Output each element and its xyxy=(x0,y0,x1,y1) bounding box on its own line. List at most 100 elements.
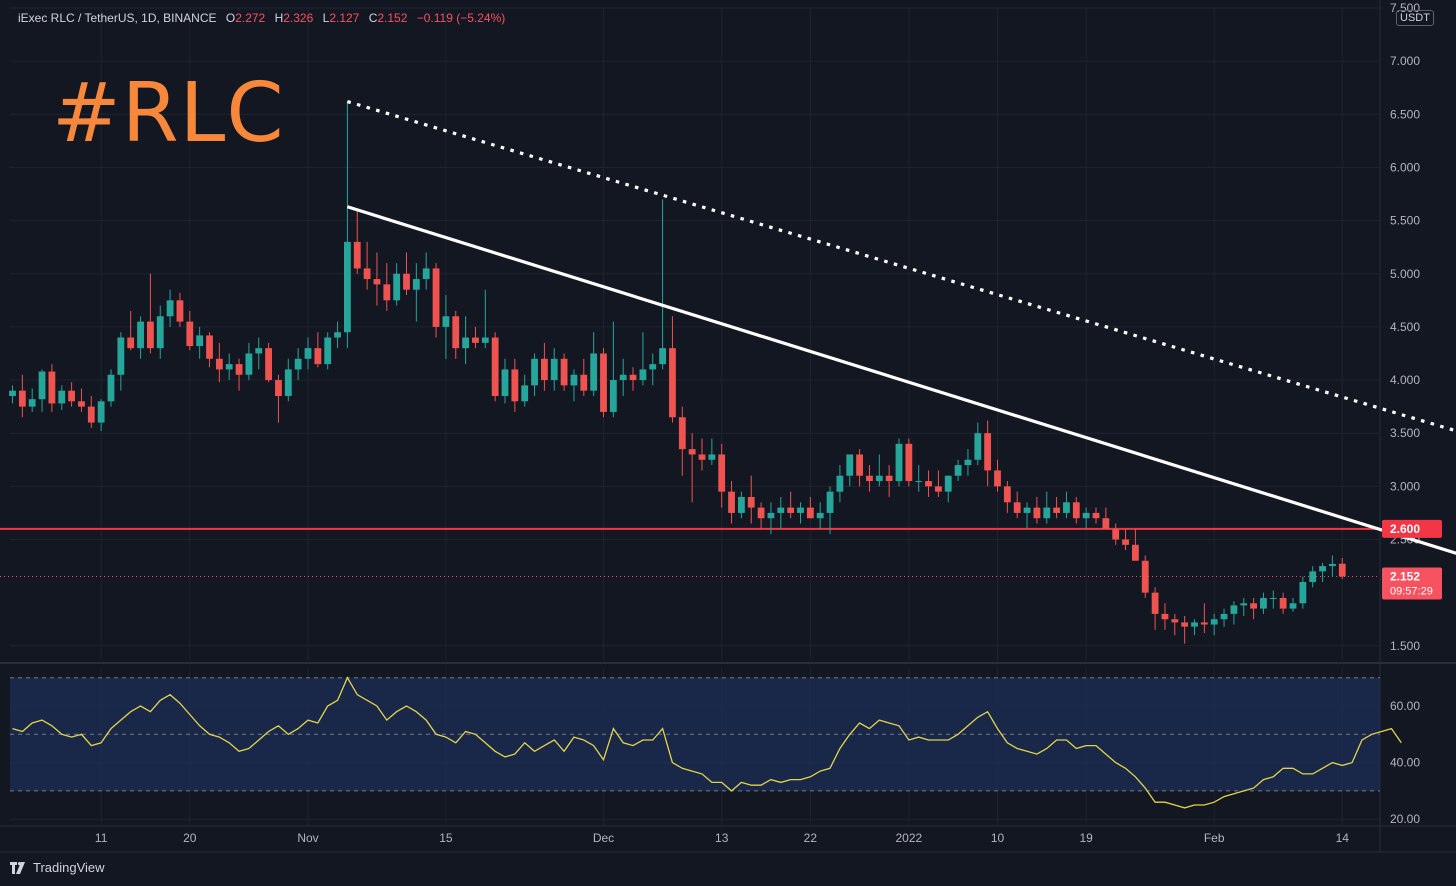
candle-body xyxy=(442,316,450,327)
candle xyxy=(275,374,282,423)
candle xyxy=(403,252,410,296)
candle-body xyxy=(1023,507,1031,513)
price-tick-label: 6.000 xyxy=(1390,160,1420,174)
candle xyxy=(639,332,647,386)
candle xyxy=(806,496,814,519)
candle-body xyxy=(994,470,1001,487)
candle xyxy=(895,438,903,487)
candle-body xyxy=(245,353,253,375)
candle xyxy=(1063,491,1070,519)
candle xyxy=(678,406,686,476)
candle xyxy=(974,422,982,466)
candle xyxy=(836,465,844,503)
candle-body xyxy=(1072,502,1080,519)
candle xyxy=(915,465,923,492)
candle xyxy=(393,263,401,306)
candle xyxy=(245,342,253,381)
candle xyxy=(363,241,371,290)
candle-body xyxy=(166,300,174,317)
price-tick-label: 1.500 xyxy=(1390,639,1420,653)
candle xyxy=(944,475,952,503)
candle-body xyxy=(383,284,391,301)
candle xyxy=(1240,597,1248,617)
time-tick-label: 2022 xyxy=(895,831,922,845)
candle-body xyxy=(501,369,509,396)
time-tick-label: 13 xyxy=(715,831,729,845)
candle-body xyxy=(1240,603,1248,606)
footer-branding[interactable]: TradingView xyxy=(10,860,105,875)
currency-badge[interactable]: USDT xyxy=(1396,10,1434,26)
candle-body xyxy=(412,279,420,290)
candle-body xyxy=(9,390,16,396)
time-tick-label: Nov xyxy=(297,831,318,845)
ohlc-close-label: C xyxy=(368,11,378,25)
candle-body xyxy=(905,443,913,482)
candle-body xyxy=(491,337,499,396)
candle xyxy=(334,321,341,349)
time-tick-label: 20 xyxy=(183,831,197,845)
price-tick-label: 7.000 xyxy=(1390,54,1420,68)
candle-body xyxy=(1112,528,1120,540)
candle xyxy=(383,263,391,311)
candle xyxy=(629,367,637,391)
candle xyxy=(1289,597,1297,612)
candle xyxy=(521,374,529,407)
candle-body xyxy=(925,481,932,487)
candle-body xyxy=(570,374,578,386)
ohlc-low-value: 2.127 xyxy=(329,11,360,25)
candle xyxy=(255,337,263,370)
time-tick-label: Dec xyxy=(593,831,614,845)
candle xyxy=(885,465,893,497)
candle-body xyxy=(954,465,962,476)
candle xyxy=(344,101,351,349)
candle-body xyxy=(373,279,381,285)
candle-body xyxy=(875,475,883,482)
candle xyxy=(452,310,460,359)
candle-body xyxy=(915,481,923,483)
time-tick-label: 14 xyxy=(1336,831,1350,845)
candle-body xyxy=(1210,619,1218,625)
candle-body xyxy=(659,348,666,365)
candle-body xyxy=(97,401,105,423)
last-price-badge xyxy=(1382,567,1442,600)
solid-trendline xyxy=(346,205,1456,555)
candle xyxy=(984,420,992,487)
candle xyxy=(107,369,115,407)
rsi-tick-label: 40.00 xyxy=(1390,756,1420,770)
candle xyxy=(708,438,716,466)
candle xyxy=(1053,496,1060,519)
symbol-name[interactable]: iExec RLC / TetherUS, 1D, BINANCE xyxy=(18,11,217,25)
candle xyxy=(541,342,548,391)
ticker-annotation[interactable]: #RLC xyxy=(52,66,285,161)
candle-body xyxy=(1102,518,1110,529)
candle xyxy=(531,353,538,396)
candle-body xyxy=(1043,507,1051,519)
candle xyxy=(757,502,765,529)
candle xyxy=(1072,496,1080,524)
candle-body xyxy=(334,332,341,338)
candle-body xyxy=(363,268,371,280)
candle-body xyxy=(964,459,972,466)
candle-body xyxy=(806,507,814,519)
candle xyxy=(1200,603,1208,634)
candle-body xyxy=(284,369,292,396)
ohlc-open-label: O xyxy=(225,11,236,25)
candle-body xyxy=(984,433,992,471)
candle-body xyxy=(432,268,440,327)
candle-body xyxy=(1289,603,1297,609)
candle xyxy=(462,316,469,365)
candle-body xyxy=(944,475,952,492)
candle xyxy=(550,348,558,391)
candle-body xyxy=(708,454,716,460)
candle xyxy=(1260,592,1267,614)
candle xyxy=(28,388,36,412)
candle-body xyxy=(481,337,489,343)
price-tick-label: 3.500 xyxy=(1390,426,1420,440)
candle-body xyxy=(68,390,75,402)
candle xyxy=(777,496,785,529)
candle xyxy=(511,358,519,412)
candle-body xyxy=(1141,560,1149,593)
candle xyxy=(1003,481,1011,513)
